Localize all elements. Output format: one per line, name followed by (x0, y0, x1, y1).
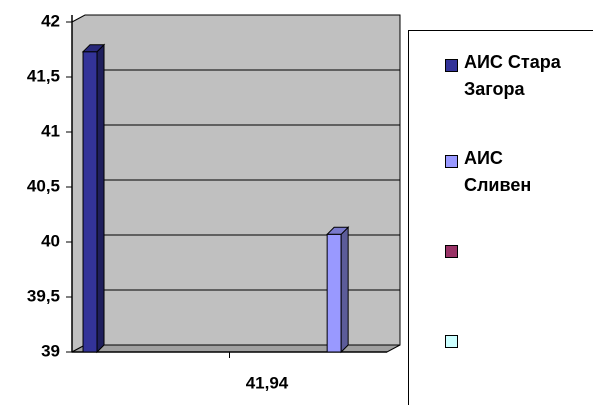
legend-swatch (445, 59, 458, 72)
legend-swatch (445, 245, 458, 258)
y-tick-label: 41,5 (27, 66, 60, 85)
bar-front (82, 51, 98, 353)
y-tick-label: 42 (41, 11, 60, 30)
bar-front (326, 233, 342, 353)
y-tick-label: 39 (41, 341, 60, 360)
plot-floor (71, 344, 401, 353)
plot-wall (71, 14, 401, 353)
legend-swatch (445, 335, 458, 348)
bar-side (340, 226, 349, 354)
y-tick-label: 40 (41, 231, 60, 250)
bar (81, 43, 106, 354)
bar-top (81, 44, 106, 53)
bar (325, 226, 350, 354)
y-tick-label: 41 (41, 121, 60, 140)
legend: АИС Стара Загора АИС Сливен (408, 30, 593, 405)
x-tick-label: 41,94 (246, 373, 289, 392)
legend-label: АИС Стара Загора (464, 52, 561, 99)
bar-top (325, 226, 350, 235)
y-tick-label: 40,5 (27, 176, 60, 195)
y-tick-label: 39,5 (27, 286, 60, 305)
bar-side (96, 43, 105, 354)
legend-swatch (445, 155, 458, 168)
legend-label: АИС Сливен (464, 148, 532, 195)
